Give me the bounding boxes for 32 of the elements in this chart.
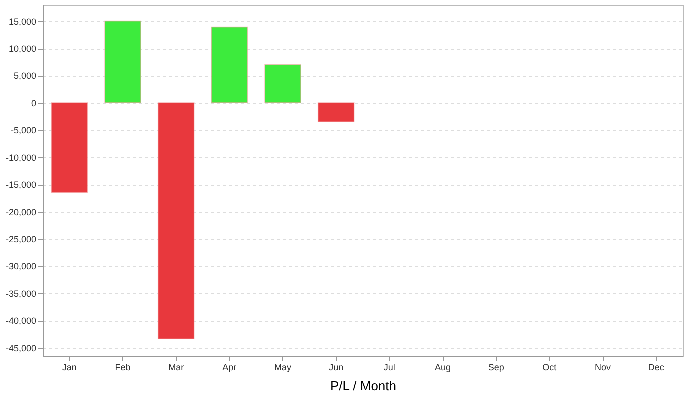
- y-tick-label: -10,000: [6, 152, 36, 163]
- y-tick-label: -40,000: [6, 316, 36, 326]
- y-tick-label: 5,000: [14, 71, 36, 82]
- x-tick-label: Dec: [648, 362, 665, 372]
- x-tick-label: Mar: [168, 362, 184, 372]
- x-tick-label: May: [274, 362, 292, 372]
- y-tick-label: -5,000: [10, 126, 36, 136]
- bar: [104, 20, 142, 104]
- x-axis-title: P/L / Month: [330, 378, 396, 394]
- x-tick-label: Feb: [115, 362, 131, 372]
- x-tick-label: Sep: [488, 362, 504, 372]
- y-tick-label: -45,000: [6, 343, 36, 354]
- x-tick-label: Jan: [62, 362, 77, 372]
- x-tick-label: Nov: [594, 362, 612, 372]
- y-tick-label: 10,000: [8, 44, 36, 54]
- x-tick-label: Apr: [222, 362, 237, 372]
- bar: [51, 102, 88, 194]
- bar: [318, 102, 355, 122]
- x-tick-label: Oct: [542, 362, 558, 372]
- y-tick-label: -15,000: [6, 180, 36, 190]
- x-tick-label: Jun: [329, 362, 344, 372]
- y-tick-label: 15,000: [8, 16, 36, 27]
- y-tick-label: -30,000: [6, 262, 36, 272]
- y-tick-label: -20,000: [6, 207, 36, 218]
- y-tick-label: -35,000: [6, 288, 36, 299]
- x-tick-label: Aug: [434, 362, 452, 372]
- y-tick-label: 0: [31, 98, 36, 108]
- bar: [264, 64, 302, 104]
- bar: [158, 102, 195, 340]
- bar: [211, 26, 248, 104]
- y-tick-label: -25,000: [6, 234, 36, 244]
- x-tick-label: Jul: [384, 362, 396, 372]
